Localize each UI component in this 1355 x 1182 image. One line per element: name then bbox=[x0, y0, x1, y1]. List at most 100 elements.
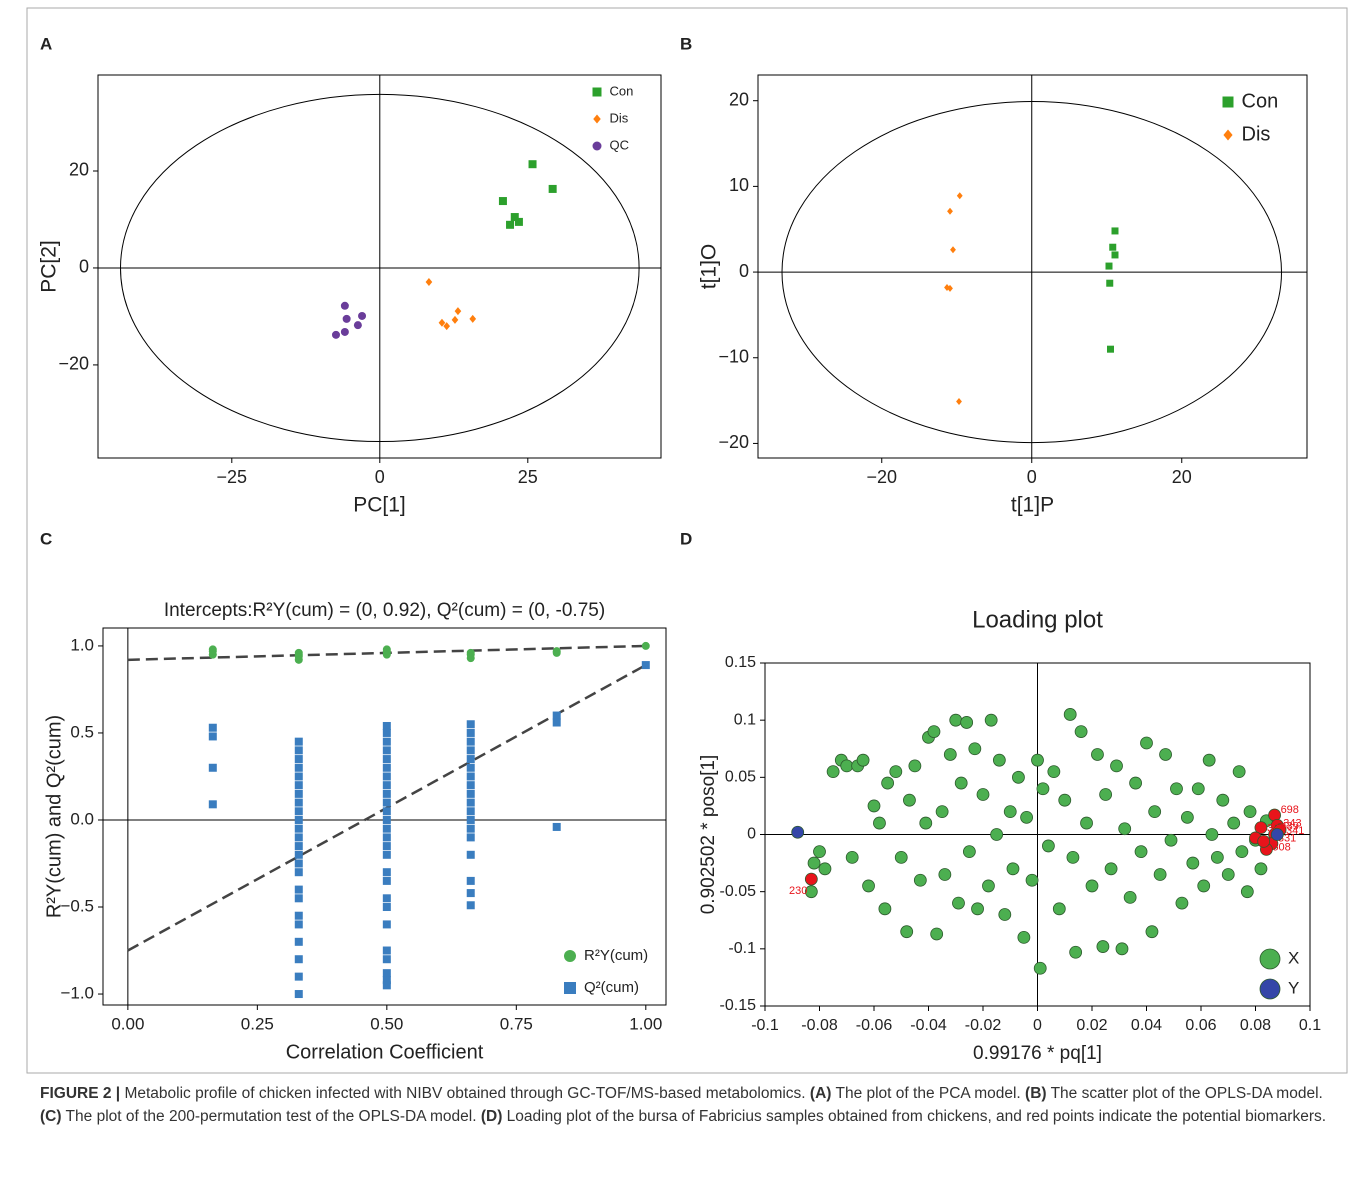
legend-marker bbox=[593, 114, 601, 124]
point bbox=[949, 713, 963, 727]
point bbox=[425, 278, 433, 287]
point bbox=[826, 765, 840, 779]
point bbox=[1145, 925, 1159, 939]
point bbox=[466, 737, 475, 746]
point bbox=[466, 746, 475, 755]
y-tick-label: −10 bbox=[718, 347, 749, 367]
point bbox=[1107, 345, 1114, 353]
point bbox=[294, 763, 303, 772]
point bbox=[1243, 805, 1257, 819]
point bbox=[506, 220, 515, 229]
point bbox=[1085, 879, 1099, 893]
x-tick-label: -0.06 bbox=[856, 1017, 893, 1034]
legend-label: Dis bbox=[1242, 123, 1271, 145]
point bbox=[294, 789, 303, 798]
point bbox=[1091, 748, 1104, 761]
y-tick-label: 10 bbox=[729, 175, 749, 195]
point bbox=[294, 755, 303, 764]
point bbox=[382, 781, 391, 790]
point bbox=[382, 868, 391, 877]
point bbox=[845, 850, 859, 864]
legend-marker bbox=[1222, 96, 1234, 108]
point bbox=[382, 645, 391, 654]
point bbox=[294, 894, 303, 903]
point bbox=[962, 845, 976, 859]
x-axis-label: Correlation Coefficient bbox=[286, 1041, 484, 1063]
point bbox=[1254, 862, 1268, 876]
plot-frame bbox=[102, 627, 667, 1006]
point bbox=[469, 314, 477, 323]
point bbox=[208, 800, 217, 809]
point bbox=[552, 711, 561, 720]
point bbox=[294, 824, 303, 833]
point bbox=[466, 781, 475, 790]
point bbox=[294, 868, 303, 877]
point bbox=[1186, 856, 1200, 870]
point bbox=[930, 927, 944, 941]
legend-marker bbox=[1259, 978, 1281, 1000]
point-label: 341 bbox=[1286, 825, 1304, 837]
point bbox=[548, 184, 557, 193]
point bbox=[510, 213, 519, 222]
caption-run: Metabolic profile of chicken infected wi… bbox=[120, 1085, 810, 1102]
point bbox=[867, 799, 881, 813]
point bbox=[438, 318, 446, 327]
point bbox=[294, 911, 303, 920]
caption-run: FIGURE 2 | bbox=[40, 1085, 121, 1102]
point bbox=[382, 763, 391, 772]
point bbox=[382, 824, 391, 833]
point bbox=[498, 197, 507, 206]
caption-run: (A) bbox=[809, 1085, 832, 1102]
point bbox=[1110, 759, 1123, 773]
y-tick-label: −0.5 bbox=[60, 896, 94, 915]
point bbox=[1227, 816, 1241, 830]
point bbox=[1099, 788, 1113, 801]
point bbox=[294, 772, 303, 781]
point bbox=[813, 845, 826, 859]
point bbox=[1210, 850, 1224, 864]
y-axis-label: 0.902502 * poso[1] bbox=[698, 755, 719, 915]
point bbox=[1170, 782, 1183, 796]
caption-run: (C) bbox=[40, 1108, 62, 1125]
point bbox=[913, 873, 927, 887]
point bbox=[466, 876, 475, 885]
point bbox=[466, 850, 475, 859]
point bbox=[382, 981, 391, 990]
point bbox=[1111, 227, 1119, 235]
point bbox=[1006, 862, 1020, 876]
caption-run: The scatter plot of the OPLS-DA model. bbox=[1046, 1085, 1323, 1102]
point bbox=[1036, 782, 1050, 796]
point bbox=[294, 955, 303, 964]
point bbox=[968, 742, 982, 756]
point bbox=[938, 868, 952, 881]
x-tick-label: 0.02 bbox=[1076, 1017, 1107, 1034]
panel-letter: C bbox=[40, 529, 52, 548]
x-tick-label: 20 bbox=[1172, 467, 1192, 487]
point bbox=[466, 798, 475, 807]
point bbox=[353, 321, 362, 330]
point bbox=[944, 283, 950, 291]
point bbox=[294, 833, 303, 842]
point bbox=[919, 816, 933, 830]
point bbox=[950, 246, 956, 254]
point bbox=[1012, 770, 1025, 784]
point bbox=[1129, 776, 1142, 790]
point bbox=[382, 969, 391, 978]
point bbox=[294, 746, 303, 755]
point bbox=[1074, 725, 1088, 738]
point bbox=[900, 925, 914, 939]
legend-marker bbox=[1223, 129, 1233, 141]
point bbox=[331, 330, 340, 339]
point bbox=[1096, 940, 1110, 953]
chart-title: Loading plot bbox=[972, 606, 1103, 633]
x-tick-label: 0.00 bbox=[111, 1014, 144, 1033]
x-tick-label: 25 bbox=[518, 467, 538, 487]
point bbox=[1105, 262, 1113, 270]
point bbox=[294, 798, 303, 807]
y-tick-label: 0.15 bbox=[725, 654, 756, 671]
y-tick-label: -0.05 bbox=[720, 883, 757, 900]
point bbox=[466, 648, 475, 657]
x-tick-label: 0.06 bbox=[1185, 1017, 1216, 1034]
y-axis-label: t[1]O bbox=[698, 244, 721, 290]
y-axis-label: R²Y(cum) and Q²(cum) bbox=[43, 715, 65, 918]
